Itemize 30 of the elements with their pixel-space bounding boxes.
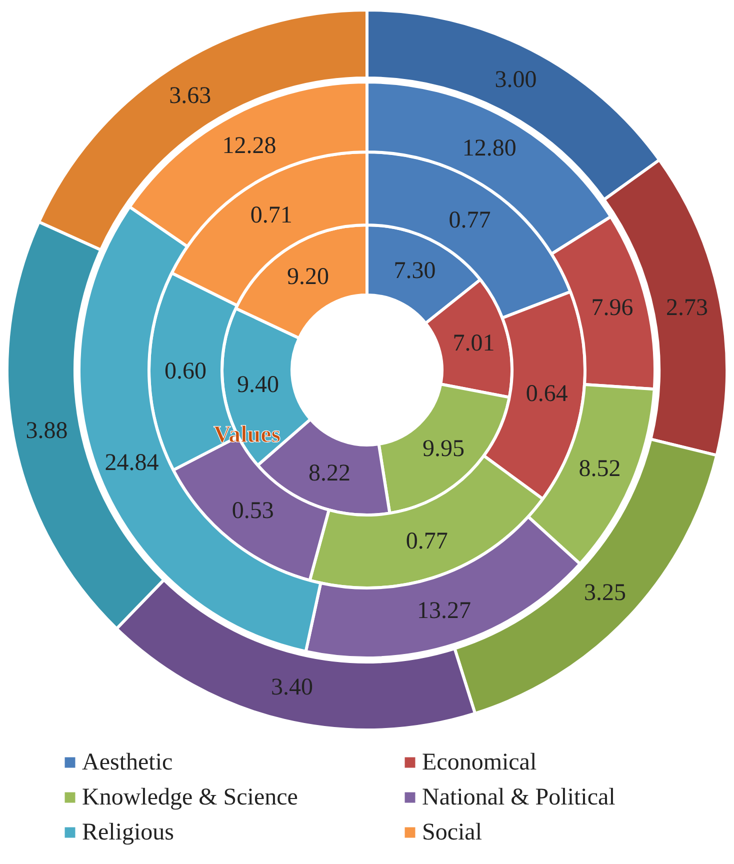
data-label: 3.40: [270, 674, 313, 700]
data-label: 3.25: [584, 580, 626, 606]
data-label: 13.27: [416, 598, 471, 624]
data-label: 9.95: [422, 436, 465, 462]
data-label: 0.77: [448, 207, 491, 234]
data-label: 3.00: [494, 66, 537, 93]
data-label: 7.96: [591, 295, 634, 322]
data-label: 0.60: [164, 358, 207, 384]
data-label: 3.63: [169, 83, 212, 110]
legend-label: Economical: [422, 750, 537, 776]
legend-label: Social: [422, 820, 482, 846]
legend-label: Religious: [82, 820, 174, 846]
data-label: 12.80: [462, 136, 516, 162]
data-label: 0.71: [250, 202, 292, 229]
legend-label: Aesthetic: [82, 750, 173, 776]
data-label: 3.88: [26, 418, 68, 444]
data-label: 24.84: [104, 450, 159, 476]
data-label: 0.53: [232, 498, 274, 524]
legend-label: National & Political: [422, 784, 616, 810]
data-label: 12.28: [222, 133, 276, 160]
data-label: 7.30: [394, 258, 436, 284]
data-label: 0.77: [406, 528, 448, 554]
data-label: 8.22: [308, 460, 350, 486]
legend-label: Knowledge & Science: [82, 784, 298, 810]
data-label: 9.20: [287, 264, 330, 290]
data-label: 7.01: [452, 330, 495, 357]
data-label: 0.64: [526, 381, 568, 408]
data-label: 2.73: [666, 294, 708, 321]
data-label: 8.52: [578, 456, 621, 482]
data-label: 9.40: [237, 372, 280, 398]
